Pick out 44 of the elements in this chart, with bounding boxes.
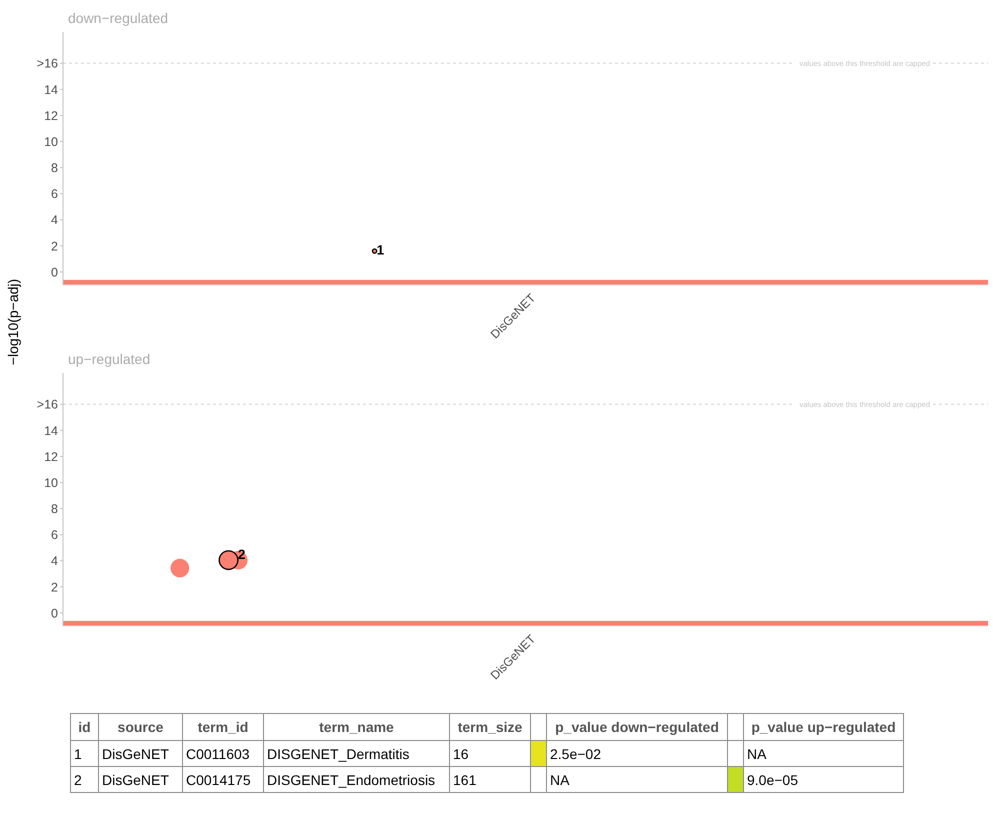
y-tick-label: 2	[51, 239, 58, 254]
y-tick-label: 0	[51, 606, 58, 620]
y-tick-label: >16	[36, 56, 58, 71]
category-label: id	[70, 714, 98, 740]
text: NA	[747, 746, 766, 762]
y-tick-label: 8	[51, 161, 58, 176]
text: NA	[550, 772, 570, 788]
y-tick-label: 6	[51, 528, 58, 542]
y-tick-label: 10	[44, 476, 58, 490]
text: 1	[74, 746, 82, 762]
text: DisGeNET	[102, 746, 169, 762]
category-label: p_value up−regulated	[744, 714, 904, 740]
chart-title: up−regulated	[68, 351, 150, 367]
y-tick-label: 12	[44, 450, 58, 464]
text: C0014175	[186, 772, 251, 788]
y-tick-label: 0	[51, 265, 58, 280]
y-tick-label: >16	[36, 398, 58, 412]
y-tick-label: 14	[44, 424, 58, 438]
annotation: 1	[376, 242, 385, 258]
category-label: source	[98, 714, 182, 740]
text: DISGENET_Dermatitis	[267, 746, 410, 762]
text: 9.0e−05	[747, 772, 798, 788]
chart-title: down−regulated	[68, 10, 168, 26]
text: 2	[74, 772, 82, 788]
y-tick-label: 8	[51, 502, 58, 516]
y-tick-label: 4	[51, 554, 58, 568]
category-label: term_name	[264, 714, 450, 740]
y-axis-title: −log10(p−adj)	[5, 278, 21, 366]
category-label: p_value down−regulated	[546, 714, 728, 740]
y-tick-label: 10	[44, 134, 58, 149]
y-tick-label: 4	[51, 213, 58, 228]
y-tick-label: 6	[51, 187, 58, 202]
text: DISGENET_Endometriosis	[267, 772, 436, 788]
y-tick-label: 14	[44, 82, 58, 97]
category-label: term_size	[450, 714, 530, 740]
category-label: term_id	[182, 714, 264, 740]
text: 161	[453, 772, 476, 788]
text: 2.5e−02	[550, 746, 601, 762]
text: DisGeNET	[102, 772, 169, 788]
text: C0011603	[186, 746, 250, 762]
annotation: 2	[238, 547, 246, 562]
y-tick-label: 2	[51, 580, 58, 594]
y-tick-label: 12	[44, 108, 58, 123]
text: 16	[453, 746, 469, 762]
